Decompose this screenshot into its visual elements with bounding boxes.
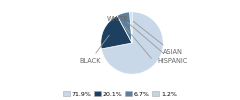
Wedge shape (101, 16, 132, 49)
Text: BLACK: BLACK (79, 35, 109, 64)
Text: ASIAN: ASIAN (133, 21, 182, 55)
Wedge shape (130, 12, 132, 43)
Wedge shape (101, 12, 163, 74)
Legend: 71.9%, 20.1%, 6.7%, 1.2%: 71.9%, 20.1%, 6.7%, 1.2% (63, 91, 177, 97)
Text: WHITE: WHITE (107, 16, 151, 58)
Text: HISPANIC: HISPANIC (127, 22, 188, 64)
Wedge shape (117, 12, 132, 43)
